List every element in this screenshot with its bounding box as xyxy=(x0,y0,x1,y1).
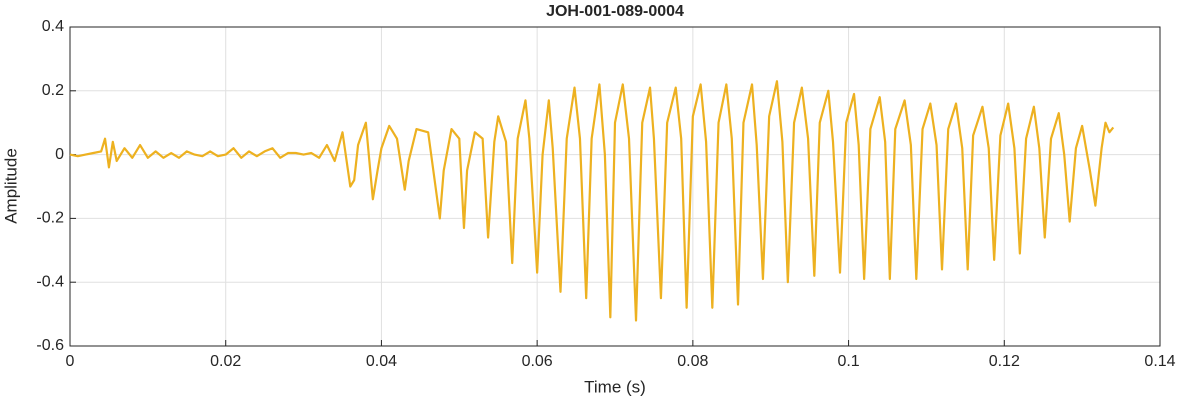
y-axis-label: Amplitude xyxy=(1,148,20,224)
chart-title: JOH-001-089-0004 xyxy=(546,3,684,20)
x-tick-label: 0.08 xyxy=(677,353,708,370)
plot-frame xyxy=(69,26,1161,347)
x-tick-label: 0.1 xyxy=(837,353,859,370)
waveform-line xyxy=(69,80,1115,322)
x-tick-label: 0.02 xyxy=(210,353,241,370)
x-tick-label: 0.04 xyxy=(366,353,397,370)
y-tick-label: 0.2 xyxy=(42,82,64,99)
y-tick-label: 0 xyxy=(55,146,64,163)
y-tick-label: 0.4 xyxy=(42,18,64,35)
x-tick-label: 0 xyxy=(66,353,75,370)
x-axis-label: Time (s) xyxy=(584,377,646,396)
y-tick-label: -0.2 xyxy=(36,210,64,227)
x-tick-label: 0.12 xyxy=(989,353,1020,370)
x-tick-label: 0.14 xyxy=(1144,353,1175,370)
y-tick-label: -0.4 xyxy=(36,273,64,290)
y-tick-label: -0.6 xyxy=(36,337,64,354)
x-tick-label: 0.06 xyxy=(522,353,553,370)
